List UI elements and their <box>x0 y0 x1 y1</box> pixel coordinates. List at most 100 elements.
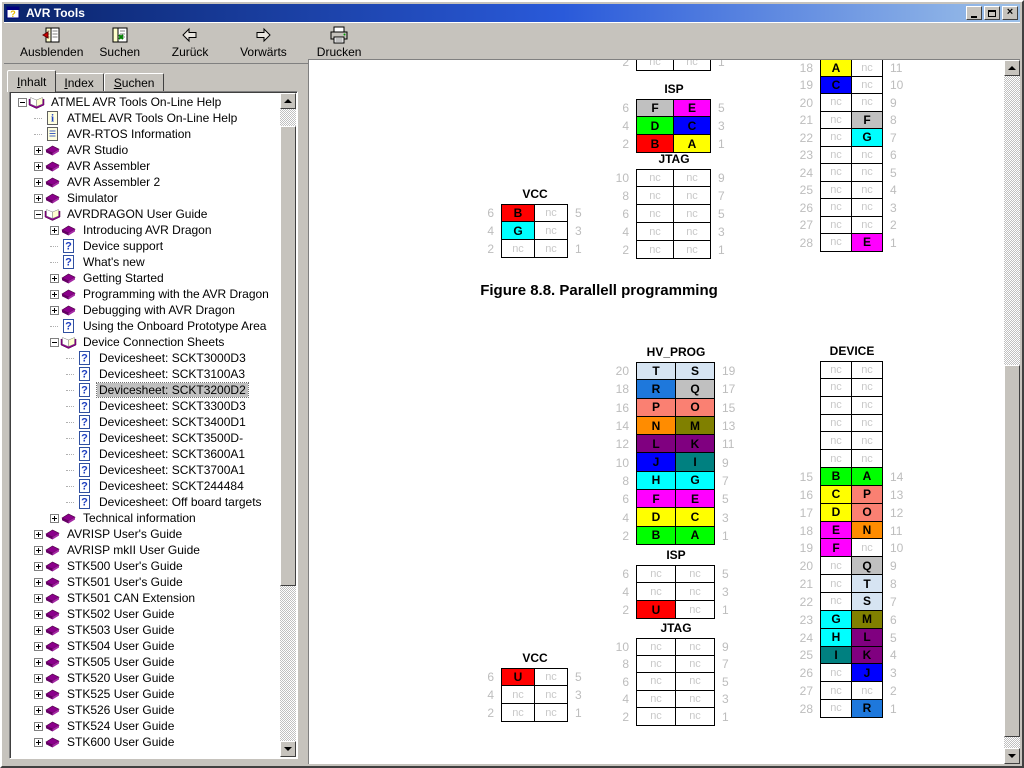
expand-icon[interactable] <box>32 734 44 750</box>
expand-icon[interactable] <box>48 222 60 238</box>
expand-icon[interactable] <box>32 702 44 718</box>
tree-item-7[interactable]: AVRDRAGON User Guide <box>12 206 279 222</box>
tree-item-0[interactable]: ATMEL AVR Tools On-Line Help <box>12 94 279 110</box>
tree-item-36[interactable]: STK520 User Guide <box>12 670 279 686</box>
search-button[interactable]: Suchen <box>91 24 148 62</box>
expand-icon[interactable] <box>32 590 44 606</box>
expand-icon[interactable] <box>48 270 60 286</box>
forward-button[interactable]: Vorwärts <box>232 24 295 62</box>
expand-icon[interactable] <box>48 302 60 318</box>
collapse-icon[interactable] <box>16 94 28 110</box>
tree-item-30[interactable]: STK501 User's Guide <box>12 574 279 590</box>
expand-icon[interactable] <box>32 622 44 638</box>
tree-item-10[interactable]: ? What's new <box>12 254 279 270</box>
expand-icon[interactable] <box>32 606 44 622</box>
back-button[interactable]: Zurück <box>162 24 218 62</box>
tree-item-12[interactable]: Programming with the AVR Dragon <box>12 286 279 302</box>
print-button[interactable]: Drucken <box>309 24 370 62</box>
expand-icon[interactable] <box>32 542 44 558</box>
tree-item-19[interactable]: ? Devicesheet: SCKT3300D3 <box>12 398 279 414</box>
tree-item-33[interactable]: STK503 User Guide <box>12 622 279 638</box>
pin-cell: Q <box>675 379 715 399</box>
expand-icon[interactable] <box>32 718 44 734</box>
hide-button[interactable]: Ausblenden <box>12 24 91 62</box>
tree-item-24[interactable]: ? Devicesheet: SCKT244484 <box>12 478 279 494</box>
tree-scrollbar[interactable] <box>280 93 296 757</box>
tree-item-21[interactable]: ? Devicesheet: SCKT3500D- <box>12 430 279 446</box>
tab-suchen[interactable]: Suchen <box>103 73 165 92</box>
tree-item-35[interactable]: STK505 User Guide <box>12 654 279 670</box>
pin-number: 12 <box>615 437 629 452</box>
expand-icon[interactable] <box>32 174 44 190</box>
expand-icon[interactable] <box>32 190 44 206</box>
expand-icon[interactable] <box>32 558 44 574</box>
hide-panel-icon <box>41 27 60 43</box>
tree-item-27[interactable]: AVRISP User's Guide <box>12 526 279 542</box>
minimize-button[interactable] <box>966 6 982 20</box>
tree-item-1[interactable]: i ATMEL AVR Tools On-Line Help <box>12 110 279 126</box>
tree-scroll-up-icon[interactable] <box>280 93 296 109</box>
collapse-icon[interactable] <box>48 334 60 350</box>
close-button[interactable]: × <box>1002 6 1018 20</box>
tree-item-40[interactable]: STK600 User Guide <box>12 734 279 750</box>
tree-scroll-down-icon[interactable] <box>280 741 296 757</box>
tree-scrollbar-thumb[interactable] <box>280 126 296 586</box>
tree-item-23[interactable]: ? Devicesheet: SCKT3700A1 <box>12 462 279 478</box>
expand-icon[interactable] <box>32 526 44 542</box>
tree-item-31[interactable]: STK501 CAN Extension <box>12 590 279 606</box>
pin-number: 18 <box>615 382 629 397</box>
maximize-button[interactable] <box>984 6 1000 20</box>
tree-item-8[interactable]: Introducing AVR Dragon <box>12 222 279 238</box>
content-scrollbar-thumb[interactable] <box>1004 365 1020 737</box>
content-scroll-down-icon[interactable] <box>1004 748 1020 764</box>
tree-item-25[interactable]: ? Devicesheet: Off board targets <box>12 494 279 510</box>
tree-item-39[interactable]: STK524 User Guide <box>12 718 279 734</box>
tree-item-2[interactable]: AVR-RTOS Information <box>12 126 279 142</box>
pin-table-title: ISP <box>664 82 684 96</box>
expand-icon[interactable] <box>32 670 44 686</box>
tree-item-15[interactable]: Device Connection Sheets <box>12 334 279 350</box>
content-scroll-up-icon[interactable] <box>1004 60 1020 76</box>
collapse-icon[interactable] <box>32 206 44 222</box>
expand-icon[interactable] <box>48 286 60 302</box>
pin-number: 6 <box>890 612 897 627</box>
tree-item-13[interactable]: Debugging with AVR Dragon <box>12 302 279 318</box>
expand-icon[interactable] <box>32 158 44 174</box>
tree-item-17[interactable]: ? Devicesheet: SCKT3100A3 <box>12 366 279 382</box>
tree-item-5[interactable]: AVR Assembler 2 <box>12 174 279 190</box>
tree-item-38[interactable]: STK526 User Guide <box>12 702 279 718</box>
pin-cell: nc <box>820 377 852 397</box>
expand-icon[interactable] <box>32 142 44 158</box>
tree-item-32[interactable]: STK502 User Guide <box>12 606 279 622</box>
book-closed-icon <box>44 734 61 750</box>
tree-item-29[interactable]: STK500 User's Guide <box>12 558 279 574</box>
expand-icon[interactable] <box>32 654 44 670</box>
tab-inhalt[interactable]: Inhalt <box>7 70 57 92</box>
expand-icon[interactable] <box>32 686 44 702</box>
tree-item-16[interactable]: ? Devicesheet: SCKT3000D3 <box>12 350 279 366</box>
tree-item-4[interactable]: AVR Assembler <box>12 158 279 174</box>
tab-index[interactable]: Index <box>54 73 104 92</box>
tree-item-28[interactable]: AVRISP mkII User Guide <box>12 542 279 558</box>
expand-icon[interactable] <box>32 638 44 654</box>
tree-item-26[interactable]: Technical information <box>12 510 279 526</box>
tree-item-22[interactable]: ? Devicesheet: SCKT3600A1 <box>12 446 279 462</box>
tree-item-18[interactable]: ? Devicesheet: SCKT3200D2 <box>12 382 279 398</box>
pin-cell: nc <box>820 198 852 217</box>
tree-item-34[interactable]: STK504 User Guide <box>12 638 279 654</box>
tree-item-3[interactable]: AVR Studio <box>12 142 279 158</box>
tree-item-9[interactable]: ? Device support <box>12 238 279 254</box>
pin-number: 6 <box>487 670 494 684</box>
pin-number: 20 <box>615 364 629 379</box>
tree-item-20[interactable]: ? Devicesheet: SCKT3400D1 <box>12 414 279 430</box>
expand-icon[interactable] <box>48 510 60 526</box>
content-scrollbar[interactable] <box>1004 60 1020 764</box>
expand-icon[interactable] <box>32 574 44 590</box>
tree-item-14[interactable]: ? Using the Onboard Prototype Area <box>12 318 279 334</box>
pin-number: 21 <box>799 577 813 592</box>
tree-item-6[interactable]: Simulator <box>12 190 279 206</box>
tree-item-11[interactable]: Getting Started <box>12 270 279 286</box>
tree-item-37[interactable]: STK525 User Guide <box>12 686 279 702</box>
pin-cell: nc <box>851 215 883 234</box>
